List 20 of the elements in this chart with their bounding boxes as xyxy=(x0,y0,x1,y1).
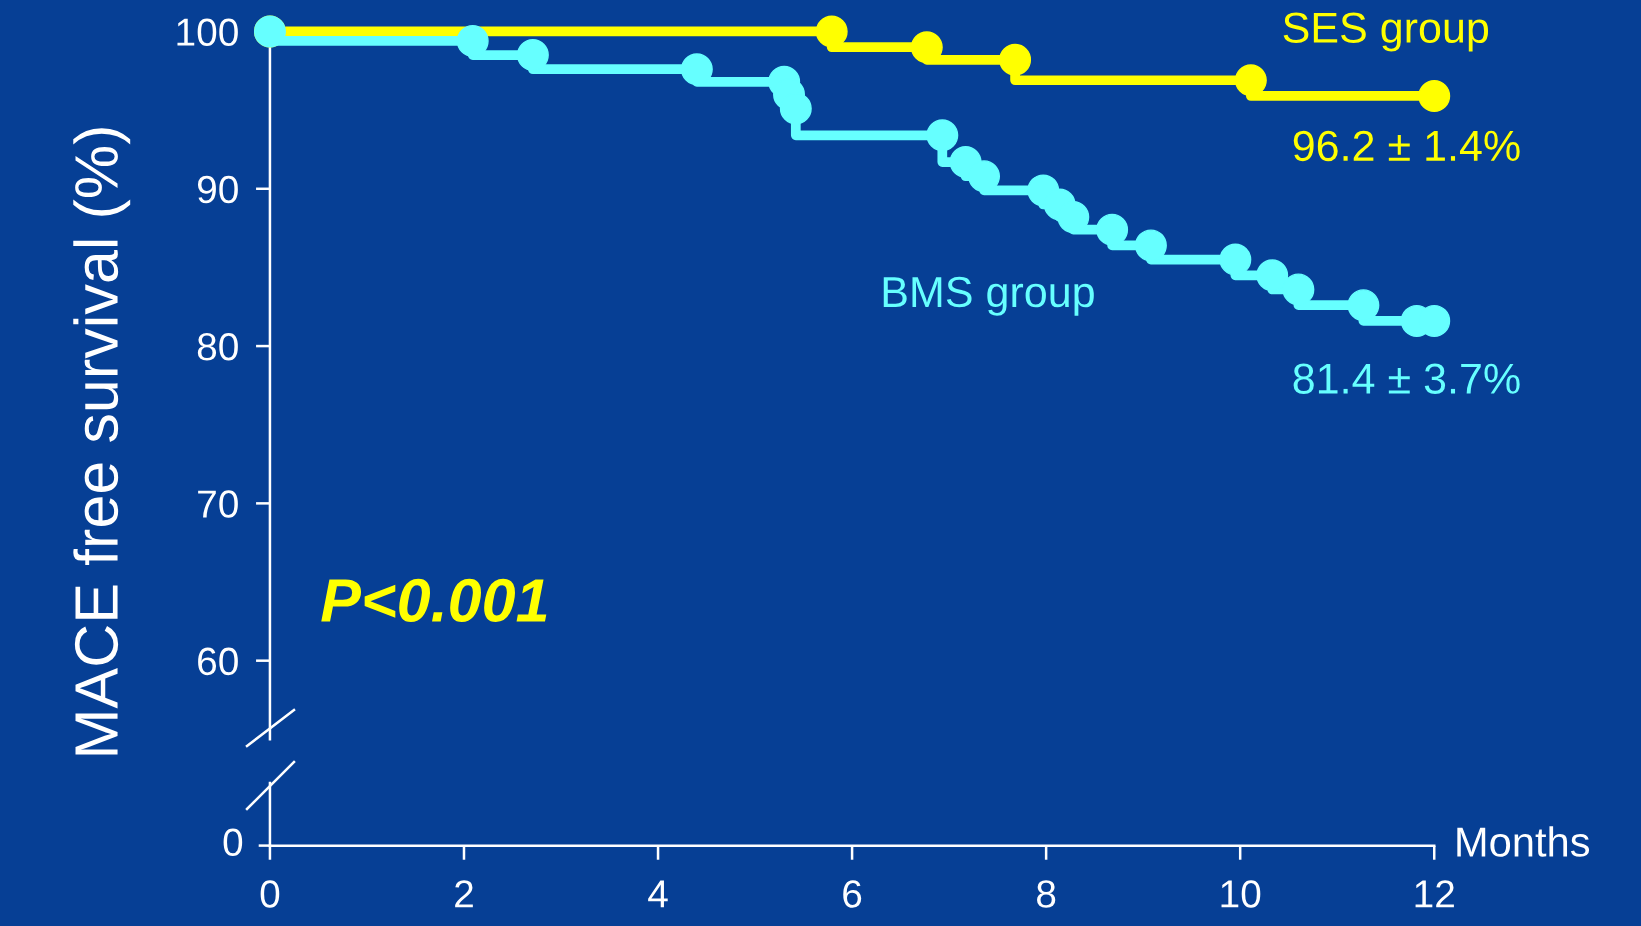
y-tick-label: 80 xyxy=(197,333,238,361)
series-label: BMS group xyxy=(883,276,1094,316)
x-tick-label: 4 xyxy=(648,880,668,908)
x-tick-label: 12 xyxy=(1415,880,1454,908)
text: 0 xyxy=(223,828,243,857)
y-axis-title: MACE free survival (%) xyxy=(73,128,131,755)
x-tick-label: 6 xyxy=(843,880,862,908)
annotation: 81.4 ± 3.7% xyxy=(1293,363,1520,394)
x-tick-label: 0 xyxy=(260,880,280,908)
y-tick-label: 100 xyxy=(177,18,238,46)
y-tick-label: 90 xyxy=(197,175,238,204)
y-tick-label: 60 xyxy=(198,647,238,676)
x-tick-label: 8 xyxy=(1037,880,1056,908)
x-axis-title: Months xyxy=(1457,826,1590,857)
annotation: P<0.001 xyxy=(321,578,547,623)
y-tick-label: 70 xyxy=(198,490,238,518)
x-tick-label: 2 xyxy=(455,880,473,908)
x-tick-label: 10 xyxy=(1221,880,1261,908)
annotation: 96.2 ± 1.4% xyxy=(1293,130,1520,162)
series-label: SES group xyxy=(1283,12,1489,52)
